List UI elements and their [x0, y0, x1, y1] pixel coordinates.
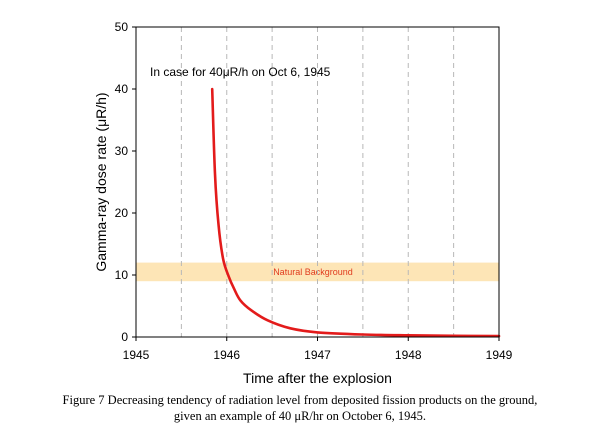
x-tick-label: 1948 — [395, 348, 422, 362]
y-axis-title: Gamma-ray dose rate (μR/h) — [93, 92, 109, 271]
figure-caption-line-1: Figure 7 Decreasing tendency of radiatio… — [62, 393, 538, 407]
x-tick-label: 1945 — [123, 348, 150, 362]
y-tick-label: 0 — [121, 330, 128, 344]
y-axis-ticks: 0 10 20 30 40 50 — [115, 20, 136, 344]
grid-lines — [180, 27, 455, 337]
x-axis-ticks: 1945 1946 1947 1948 1949 — [123, 337, 513, 362]
x-tick-label: 1946 — [213, 348, 240, 362]
y-tick-label: 20 — [115, 206, 129, 220]
x-axis-title: Time after the explosion — [243, 370, 392, 386]
figure-caption-line-2: given an example of 40 μR/hr on October … — [173, 409, 427, 423]
y-tick-label: 30 — [115, 144, 129, 158]
y-tick-label: 40 — [115, 82, 129, 96]
chart-annotation: In case for 40μR/h on Oct 6, 1945 — [150, 65, 331, 79]
dose-rate-series-line — [210, 87, 501, 338]
x-tick-label: 1949 — [486, 348, 513, 362]
x-tick-label: 1947 — [304, 348, 331, 362]
y-tick-label: 50 — [115, 20, 129, 34]
y-tick-label: 10 — [115, 268, 129, 282]
plot-frame — [135, 26, 500, 338]
natural-background-label: Natural Background — [273, 267, 353, 277]
